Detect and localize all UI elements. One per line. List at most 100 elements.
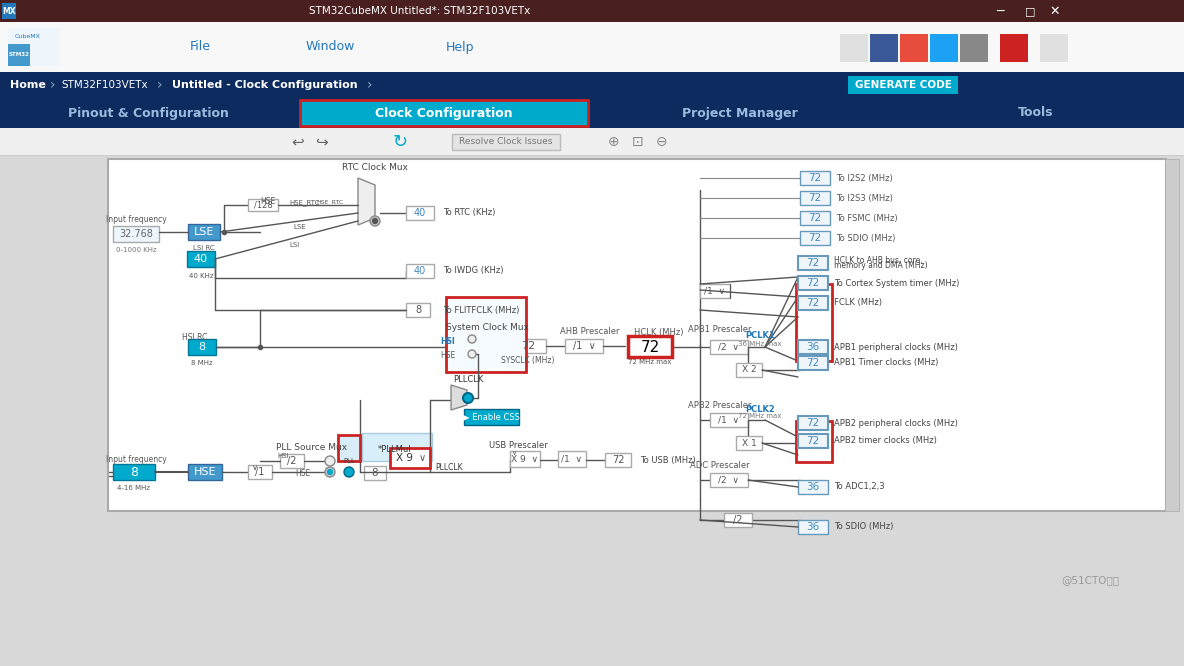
Text: ›: › — [157, 78, 162, 92]
Bar — [406, 303, 430, 317]
Bar — [337, 435, 360, 461]
Text: ↪: ↪ — [316, 135, 328, 149]
Text: 32.768: 32.768 — [120, 229, 153, 239]
Bar — [390, 448, 430, 468]
Bar — [870, 34, 897, 62]
Text: Project Manager: Project Manager — [682, 107, 798, 119]
Polygon shape — [451, 385, 466, 410]
Bar — [848, 76, 958, 94]
Text: 36: 36 — [806, 522, 819, 532]
Text: GENERATE CODE: GENERATE CODE — [855, 80, 952, 90]
Text: PLLCLK: PLLCLK — [435, 464, 463, 472]
Text: STM32CubeMX Untitled*: STM32F103VETx: STM32CubeMX Untitled*: STM32F103VETx — [309, 6, 530, 16]
Text: APB1 peripheral clocks (MHz): APB1 peripheral clocks (MHz) — [834, 342, 958, 352]
Text: ∨: ∨ — [511, 450, 516, 456]
Text: USB Prescaler: USB Prescaler — [489, 440, 547, 450]
Bar — [798, 340, 828, 354]
Text: PLL Source Mux: PLL Source Mux — [276, 444, 348, 452]
Text: 0-1000 KHz: 0-1000 KHz — [116, 247, 156, 253]
Text: Pinout & Configuration: Pinout & Configuration — [67, 107, 229, 119]
Bar — [798, 356, 828, 370]
Text: /2  ∨: /2 ∨ — [719, 476, 740, 484]
Bar — [406, 264, 435, 278]
Bar — [8, 28, 60, 66]
Text: To Cortex System timer (MHz): To Cortex System timer (MHz) — [834, 278, 959, 288]
Text: 40: 40 — [414, 208, 426, 218]
Text: HSI: HSI — [277, 453, 289, 459]
Bar — [798, 296, 828, 310]
Circle shape — [324, 456, 335, 466]
Bar — [796, 284, 832, 361]
Text: To IWDG (KHz): To IWDG (KHz) — [443, 266, 503, 276]
Circle shape — [324, 467, 335, 477]
Bar — [565, 339, 603, 353]
Text: @51CTO博客: @51CTO博客 — [1061, 575, 1119, 585]
Text: To ADC1,2,3: To ADC1,2,3 — [834, 482, 884, 492]
Text: ∨: ∨ — [418, 453, 425, 463]
Bar — [960, 34, 987, 62]
Text: ADC Prescaler: ADC Prescaler — [690, 460, 749, 470]
Text: 72: 72 — [806, 278, 819, 288]
Text: /2: /2 — [733, 515, 742, 525]
Bar — [900, 34, 928, 62]
Bar — [188, 339, 215, 355]
Text: HSE_RTC: HSE_RTC — [290, 200, 320, 206]
Text: X 2: X 2 — [741, 366, 757, 374]
Circle shape — [328, 470, 333, 474]
Text: 72: 72 — [809, 233, 822, 243]
Bar — [363, 466, 386, 480]
Text: HSI: HSI — [440, 336, 456, 346]
Bar — [188, 224, 220, 240]
Text: 8 MHz: 8 MHz — [191, 360, 213, 366]
Bar — [1000, 34, 1028, 62]
Text: HSE: HSE — [194, 467, 217, 477]
Text: 72 MHz max: 72 MHz max — [739, 413, 781, 419]
Bar — [710, 413, 748, 427]
Text: APB2 peripheral clocks (MHz): APB2 peripheral clocks (MHz) — [834, 418, 958, 428]
Bar — [798, 276, 828, 290]
Text: AHB Prescaler: AHB Prescaler — [560, 328, 619, 336]
Text: 72: 72 — [806, 358, 819, 368]
Text: 72 MHz max: 72 MHz max — [629, 359, 671, 365]
Text: ›: › — [367, 78, 373, 92]
Text: 72: 72 — [521, 341, 535, 351]
Text: 36: 36 — [806, 482, 819, 492]
Text: ↩: ↩ — [291, 135, 304, 149]
Text: Tools: Tools — [1018, 107, 1054, 119]
Text: 72: 72 — [809, 213, 822, 223]
Bar — [112, 464, 155, 480]
Text: System Clock Mux: System Clock Mux — [446, 322, 529, 332]
Text: To RTC (KHz): To RTC (KHz) — [443, 208, 495, 218]
Text: /1  ∨: /1 ∨ — [561, 454, 583, 464]
Bar — [558, 451, 586, 467]
Text: Window: Window — [305, 41, 355, 53]
Text: HSE: HSE — [295, 470, 310, 478]
Bar — [929, 34, 958, 62]
Bar — [112, 226, 159, 242]
Bar — [0, 98, 1184, 128]
Text: LSI: LSI — [290, 242, 300, 248]
Bar — [1165, 159, 1179, 511]
Polygon shape — [358, 178, 375, 225]
Text: HCLK to AHB bus, core,: HCLK to AHB bus, core, — [834, 256, 922, 264]
Bar — [446, 297, 526, 372]
Bar — [1040, 34, 1068, 62]
Text: Input frequency: Input frequency — [105, 216, 167, 224]
Text: To FSMC (MHz): To FSMC (MHz) — [836, 214, 897, 222]
Text: /128: /128 — [253, 200, 272, 210]
Bar — [187, 251, 215, 267]
Text: /1  ∨: /1 ∨ — [719, 416, 740, 424]
Text: X 9  ∨: X 9 ∨ — [511, 454, 539, 464]
Circle shape — [345, 467, 354, 477]
Text: /1  ∨: /1 ∨ — [573, 341, 596, 351]
Text: 72: 72 — [806, 258, 819, 268]
Text: ─: ─ — [996, 5, 1004, 17]
Text: *PLLMul: *PLLMul — [378, 444, 412, 454]
Text: CubeMX: CubeMX — [15, 35, 41, 39]
Text: ∨: ∨ — [252, 464, 258, 472]
Text: RTC Clock Mux: RTC Clock Mux — [342, 163, 408, 172]
Text: PCLK1: PCLK1 — [745, 332, 774, 340]
Circle shape — [468, 350, 476, 358]
Text: PCLK2: PCLK2 — [745, 404, 774, 414]
Bar — [0, 72, 1184, 98]
